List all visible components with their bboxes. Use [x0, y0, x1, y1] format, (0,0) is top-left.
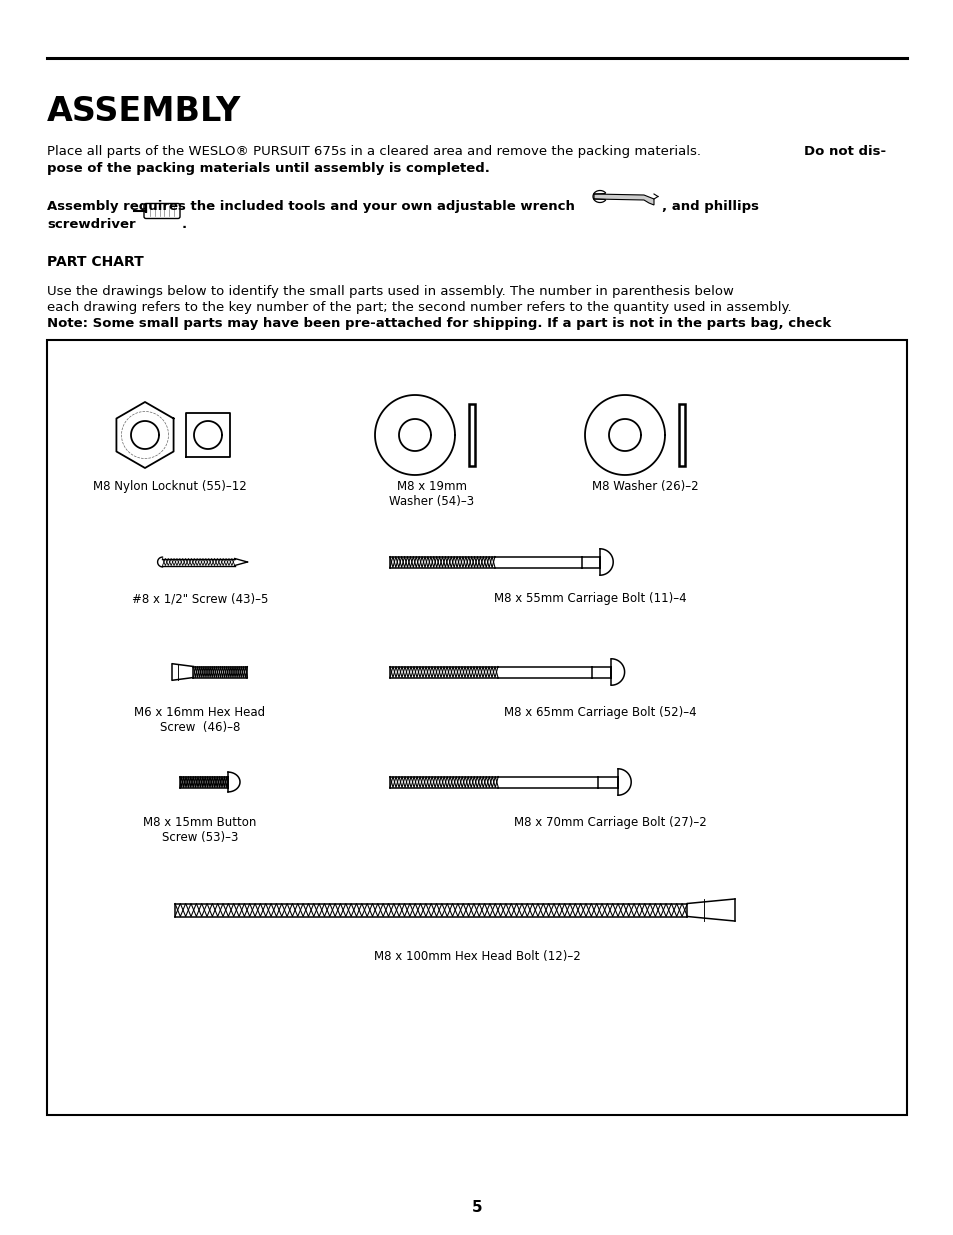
Text: Place all parts of the WESLO® PURSUIT 675s in a cleared area and remove the pack: Place all parts of the WESLO® PURSUIT 67…	[47, 144, 704, 158]
Text: M8 Nylon Locknut (55)–12: M8 Nylon Locknut (55)–12	[93, 480, 247, 493]
Text: M8 x 70mm Carriage Bolt (27)–2: M8 x 70mm Carriage Bolt (27)–2	[513, 816, 705, 829]
Text: M8 x 65mm Carriage Bolt (52)–4: M8 x 65mm Carriage Bolt (52)–4	[503, 706, 696, 719]
Text: PART CHART: PART CHART	[47, 254, 144, 269]
Text: .: .	[182, 219, 187, 231]
Bar	[469, 404, 475, 466]
Polygon shape	[594, 194, 654, 205]
Text: Do not dis-: Do not dis-	[803, 144, 885, 158]
Text: Note: Some small parts may have been pre-attached for shipping. If a part is not: Note: Some small parts may have been pre…	[47, 317, 830, 330]
Text: Assembly requires the included tools and your own adjustable wrench: Assembly requires the included tools and…	[47, 200, 575, 212]
Text: M8 x 100mm Hex Head Bolt (12)–2: M8 x 100mm Hex Head Bolt (12)–2	[374, 950, 579, 963]
Text: Use the drawings below to identify the small parts used in assembly. The number : Use the drawings below to identify the s…	[47, 285, 733, 298]
Text: M8 Washer (26)–2: M8 Washer (26)–2	[591, 480, 698, 493]
Text: M6 x 16mm Hex Head
Screw  (46)–8: M6 x 16mm Hex Head Screw (46)–8	[134, 706, 265, 734]
Text: 5: 5	[471, 1200, 482, 1215]
Text: screwdriver: screwdriver	[47, 219, 135, 231]
Bar	[679, 404, 684, 466]
Bar	[47, 340, 906, 1115]
Text: M8 x 19mm
Washer (54)–3: M8 x 19mm Washer (54)–3	[389, 480, 474, 508]
Text: each drawing refers to the key number of the part; the second number refers to t: each drawing refers to the key number of…	[47, 301, 791, 314]
Text: ASSEMBLY: ASSEMBLY	[47, 95, 241, 128]
Text: , and phillips: , and phillips	[661, 200, 759, 212]
Text: #8 x 1/2" Screw (43)–5: #8 x 1/2" Screw (43)–5	[132, 592, 268, 605]
Text: pose of the packing materials until assembly is completed.: pose of the packing materials until asse…	[47, 162, 489, 175]
Text: M8 x 55mm Carriage Bolt (11)–4: M8 x 55mm Carriage Bolt (11)–4	[493, 592, 685, 605]
Text: M8 x 15mm Button
Screw (53)–3: M8 x 15mm Button Screw (53)–3	[143, 816, 256, 844]
